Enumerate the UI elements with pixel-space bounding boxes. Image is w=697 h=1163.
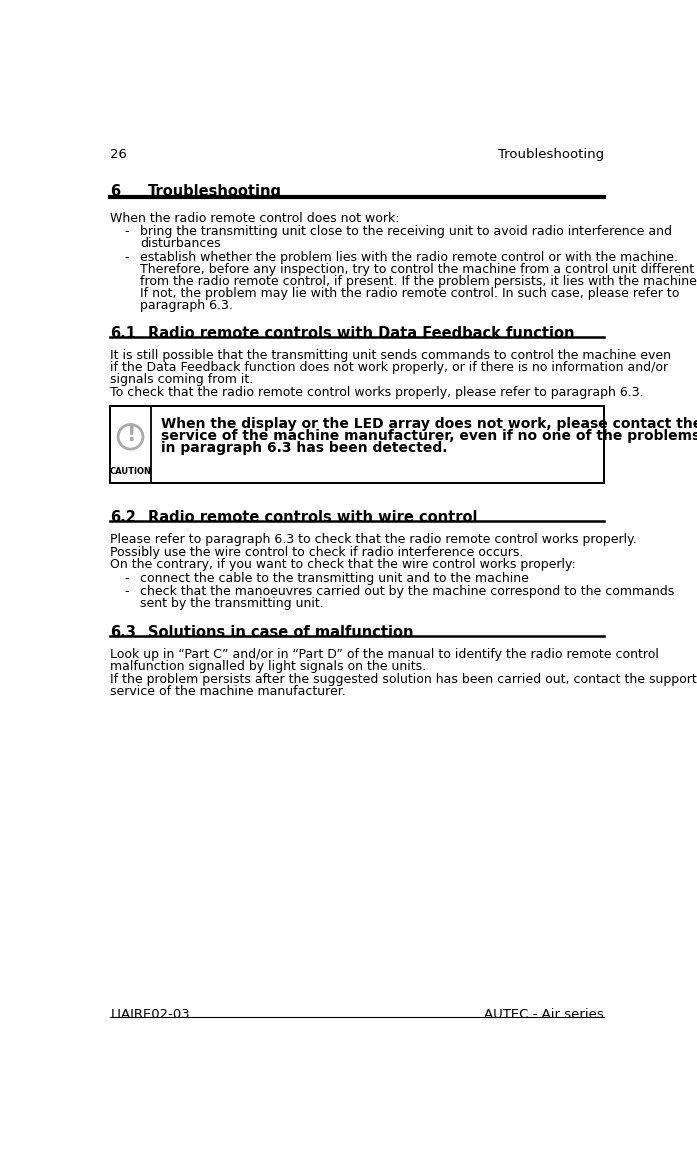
- Text: disturbances: disturbances: [140, 237, 220, 250]
- Text: On the contrary, if you want to check that the wire control works properly:: On the contrary, if you want to check th…: [110, 558, 576, 571]
- Text: Troubleshooting: Troubleshooting: [148, 184, 282, 199]
- Text: paragraph 6.3.: paragraph 6.3.: [140, 299, 233, 312]
- Text: -: -: [124, 585, 129, 599]
- Text: connect the cable to the transmitting unit and to the machine: connect the cable to the transmitting un…: [140, 572, 529, 585]
- Text: 26: 26: [110, 148, 128, 160]
- Text: 6.3: 6.3: [110, 625, 136, 640]
- Text: Look up in “Part C” and/or in “Part D” of the manual to identify the radio remot: Look up in “Part C” and/or in “Part D” o…: [110, 648, 659, 661]
- Text: If not, the problem may lie with the radio remote control. In such case, please : If not, the problem may lie with the rad…: [140, 286, 679, 300]
- Text: if the Data Feedback function does not work properly, or if there is no informat: if the Data Feedback function does not w…: [110, 361, 668, 374]
- Text: LIAIRE02-03: LIAIRE02-03: [110, 1008, 190, 1021]
- Text: To check that the radio remote control works properly, please refer to paragraph: To check that the radio remote control w…: [110, 386, 644, 399]
- Text: 6.1: 6.1: [110, 326, 137, 341]
- Text: bring the transmitting unit close to the receiving unit to avoid radio interfere: bring the transmitting unit close to the…: [140, 226, 672, 238]
- Text: 6.2: 6.2: [110, 509, 136, 525]
- Text: malfunction signalled by light signals on the units.: malfunction signalled by light signals o…: [110, 659, 427, 672]
- Text: signals coming from it.: signals coming from it.: [110, 373, 254, 386]
- Text: CAUTION: CAUTION: [109, 468, 151, 476]
- Text: establish whether the problem lies with the radio remote control or with the mac: establish whether the problem lies with …: [140, 251, 677, 264]
- Text: check that the manoeuvres carried out by the machine correspond to the commands: check that the manoeuvres carried out by…: [140, 585, 674, 599]
- Text: When the display or the LED array does not work, please contact the support: When the display or the LED array does n…: [161, 416, 697, 430]
- Text: from the radio remote control, if present. If the problem persists, it lies with: from the radio remote control, if presen…: [140, 274, 697, 287]
- Text: -: -: [124, 226, 129, 238]
- Text: Therefore, before any inspection, try to control the machine from a control unit: Therefore, before any inspection, try to…: [140, 263, 694, 276]
- Text: -: -: [124, 572, 129, 585]
- Text: service of the machine manufacturer.: service of the machine manufacturer.: [110, 685, 346, 698]
- Text: Please refer to paragraph 6.3 to check that the radio remote control works prope: Please refer to paragraph 6.3 to check t…: [110, 533, 637, 547]
- Text: Solutions in case of malfunction: Solutions in case of malfunction: [148, 625, 413, 640]
- Text: When the radio remote control does not work:: When the radio remote control does not w…: [110, 212, 400, 224]
- Text: If the problem persists after the suggested solution has been carried out, conta: If the problem persists after the sugges…: [110, 673, 697, 686]
- Text: in paragraph 6.3 has been detected.: in paragraph 6.3 has been detected.: [161, 442, 447, 456]
- Text: Radio remote controls with wire control: Radio remote controls with wire control: [148, 509, 477, 525]
- Text: AUTEC - Air series: AUTEC - Air series: [484, 1008, 604, 1021]
- Text: Troubleshooting: Troubleshooting: [498, 148, 604, 160]
- Text: 6: 6: [110, 184, 121, 199]
- Text: -: -: [124, 251, 129, 264]
- Text: !: !: [126, 426, 135, 445]
- Text: sent by the transmitting unit.: sent by the transmitting unit.: [140, 598, 323, 611]
- Text: Radio remote controls with Data Feedback function: Radio remote controls with Data Feedback…: [148, 326, 574, 341]
- Text: service of the machine manufacturer, even if no one of the problems indicated: service of the machine manufacturer, eve…: [161, 429, 697, 443]
- Text: Possibly use the wire control to check if radio interference occurs.: Possibly use the wire control to check i…: [110, 545, 523, 558]
- Bar: [110, 406, 604, 483]
- Text: It is still possible that the transmitting unit sends commands to control the ma: It is still possible that the transmitti…: [110, 349, 671, 362]
